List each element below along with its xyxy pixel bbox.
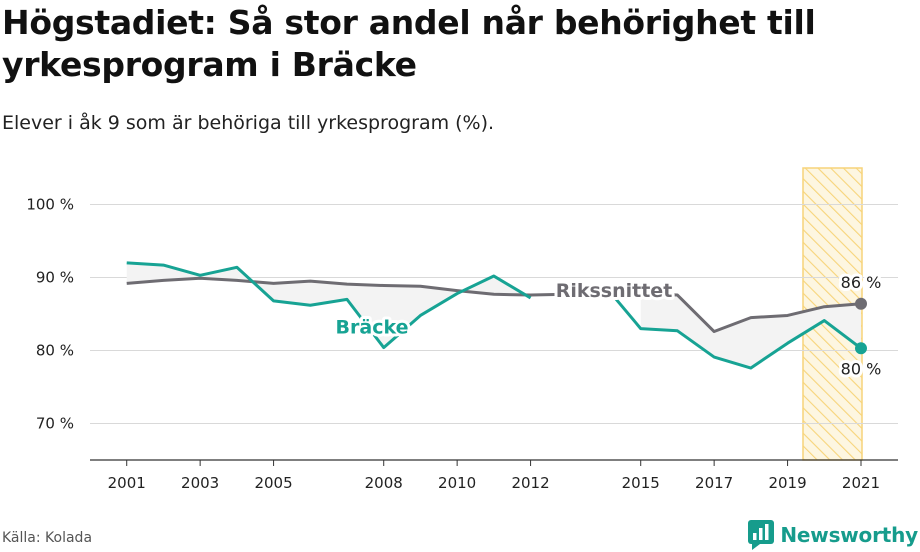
y-tick-label: 80 %: [36, 342, 74, 360]
x-tick-label: 2021: [842, 474, 880, 492]
newsworthy-logo-icon: [748, 520, 775, 550]
x-tick-label: 2001: [108, 474, 146, 492]
line-chart: 70 % 80 % 90 % 100 % 2001 2003 2005 2008 2010 20…: [26, 167, 898, 492]
y-tick-label: 70 %: [36, 415, 74, 433]
end-point-bracke: [855, 342, 867, 355]
series-label-bracke: Bräcke: [336, 317, 409, 339]
x-tick-label: 2019: [768, 474, 806, 492]
x-tick-label: 2003: [181, 474, 219, 492]
series-line-bracke: [126, 261, 862, 370]
end-label-bracke: 80 %: [841, 359, 882, 378]
x-tick-label: 2017: [695, 474, 733, 492]
y-tick-label: 90 %: [36, 269, 74, 287]
end-label-riket-halo: 86 %: [841, 273, 882, 292]
brand-name: Newsworthy: [780, 523, 918, 547]
x-tick-label: 2008: [365, 474, 403, 492]
chart-subtitle: Elever i åk 9 som är behöriga till yrkes…: [2, 112, 495, 134]
x-tick-label: 2005: [254, 474, 292, 492]
end-point-riket: [855, 297, 867, 310]
x-tick-label: 2010: [438, 474, 476, 492]
series-label-riket: Rikssnittet: [556, 280, 673, 302]
series-line-riket: [126, 276, 862, 334]
chart-title: Högstadiet: Så stor andel når behörighet…: [2, 3, 816, 84]
source-note: Källa: Kolada: [2, 530, 93, 546]
end-label-bracke-halo: 80 %: [841, 359, 882, 378]
brand-logo: Newsworthy: [748, 518, 918, 552]
x-tick-label: 2015: [622, 474, 660, 492]
y-tick-label: 100 %: [26, 196, 74, 214]
series-label-bracke-halo: Bräcke: [336, 317, 409, 339]
x-tick-label: 2012: [511, 474, 549, 492]
series-label-riket-halo: Rikssnittet: [556, 280, 673, 302]
series-gap-area: [126, 262, 531, 348]
end-label-riket: 86 %: [841, 273, 882, 292]
